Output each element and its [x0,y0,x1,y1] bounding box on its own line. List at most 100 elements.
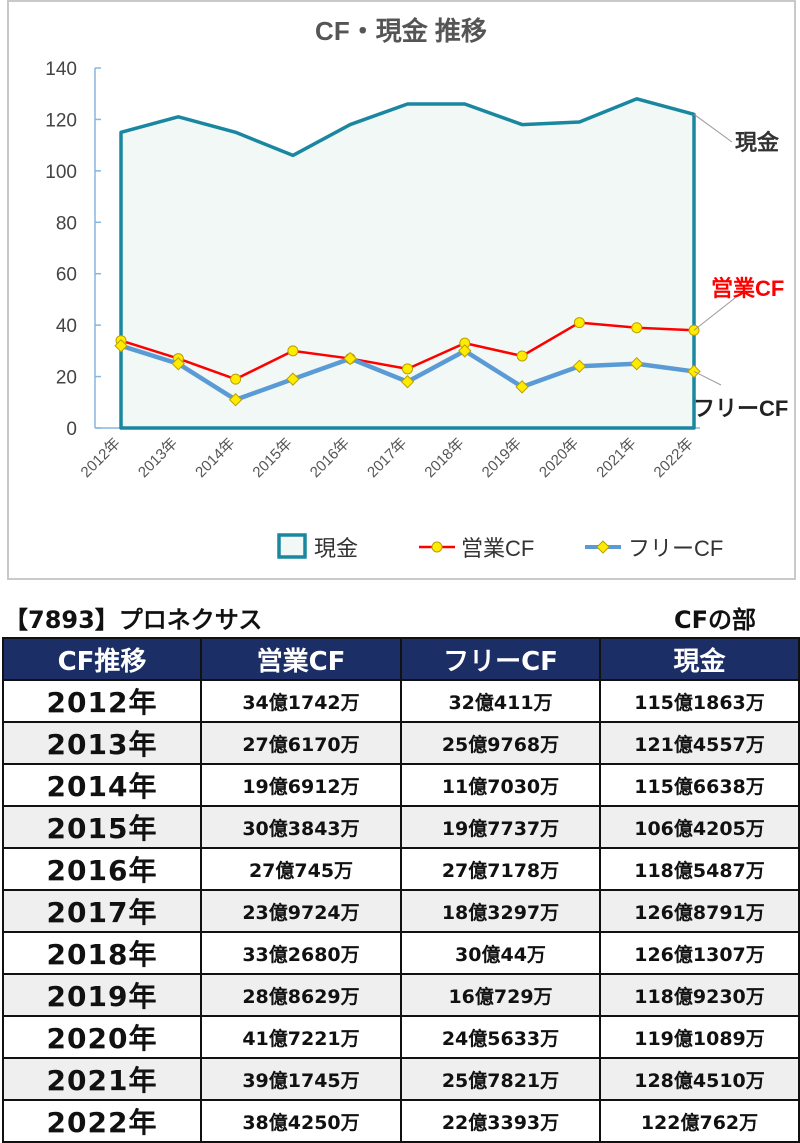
y-tick-label: 120 [45,110,77,131]
value-cell: 39億1745万 [200,1057,402,1101]
free-cf-point [171,357,186,371]
value-cell: 126億1307万 [599,931,800,975]
x-tick-label: 2021年 [593,435,639,481]
cf-cash-line-chart: CF・現金 推移 0 20 40 60 80 100 120 140 2012年 2013年 2014… [45,16,788,561]
legend-free-marker [596,540,610,554]
free-cf-point [114,339,128,353]
value-cell: 19億6912万 [200,763,402,807]
operating-cf-point [516,350,528,362]
year-cell: 2018年 [2,931,202,975]
cash-area [119,97,696,430]
column-header: CF推移 [2,637,202,681]
x-tick-label: 2020年 [536,435,582,481]
legend-label: フリーCF [628,536,723,561]
table-body: 2012年 34億1742万 32億411万 115億1863万 2013年 27億617… [2,679,800,1143]
value-cell: 30億44万 [400,931,601,975]
year-cell: 2013年 [2,721,202,765]
series-end-label: フリーCF [693,396,788,421]
x-tick-label: 2018年 [421,435,467,481]
y-tick-label: 80 [56,213,77,234]
value-cell: 27億7178万 [400,847,601,891]
value-cell: 41億7221万 [200,1015,402,1059]
value-cell: 27億6170万 [200,721,402,765]
x-tick-label: 2019年 [479,435,525,481]
value-cell: 118億9230万 [599,973,800,1017]
free-cf-point [515,380,529,394]
y-tick-label: 100 [45,162,77,183]
y-tick-label: 0 [66,419,77,440]
value-cell: 122億762万 [599,1099,800,1143]
free-cf-point [343,351,357,366]
value-cell: 23億9724万 [200,889,402,933]
table-row: 2017年 23億9724万 18億3297万 126億8791万 [2,889,800,933]
value-cell: 115億6638万 [599,763,800,807]
year-cell: 2019年 [2,973,202,1017]
operating-cf-point [631,322,643,334]
value-cell: 115億1863万 [599,679,800,723]
value-cell: 30億3843万 [200,805,402,849]
free-cf-point [286,372,300,386]
column-header: 現金 [599,637,800,681]
legend-label: 営業CF [461,536,534,561]
column-header: 営業CF [200,637,402,681]
value-cell: 34億1742万 [200,679,402,723]
chart-title: CF・現金 推移 [315,16,487,46]
table-row: 2019年 28億8629万 16億729万 118億9230万 [2,973,800,1017]
year-cell: 2017年 [2,889,202,933]
year-cell: 2021年 [2,1057,202,1101]
value-cell: 32億411万 [400,679,601,723]
x-tick-label: 2013年 [135,435,181,481]
value-cell: 22億3393万 [400,1099,601,1143]
y-tick-label: 20 [56,368,77,389]
column-header: フリーCF [400,637,601,681]
series-end-label: 営業CF [711,276,784,301]
value-cell: 28億8629万 [200,973,402,1017]
free-cf-point [572,359,587,373]
value-cell: 33億2680万 [200,931,402,975]
value-cell: 19億7737万 [400,805,601,849]
legend-operating-marker [431,541,443,553]
value-cell: 128億4510万 [599,1057,800,1101]
x-tick-label: 2022年 [651,435,697,481]
leader-line [693,113,733,143]
table-row: 2015年 30億3843万 19億7737万 106億4205万 [2,805,800,849]
value-cell: 25億7821万 [400,1057,601,1101]
value-cell: 25億9768万 [400,721,601,765]
table-header-row: CF推移 営業CF フリーCF 現金 [2,637,800,681]
value-cell: 119億1089万 [599,1015,800,1059]
value-cell: 16億729万 [400,973,601,1017]
value-cell: 126億8791万 [599,889,800,933]
value-cell: 38億4250万 [200,1099,402,1143]
value-cell: 118億5487万 [599,847,800,891]
leader-line [693,370,722,386]
series-end-label: 現金 [735,130,780,155]
free-cf-point [228,393,243,407]
year-cell: 2014年 [2,763,202,807]
operating-cf-point [402,363,413,375]
free-cf-point [400,375,415,389]
operating-cf-point [230,373,242,385]
x-tick-label: 2012年 [78,435,124,481]
company-name: 【7893】プロネクサス [4,606,263,634]
y-tick-label: 140 [45,59,77,80]
operating-cf-point [573,317,585,329]
year-cell: 2016年 [2,847,202,891]
legend-cash-swatch [277,533,307,559]
year-cell: 2020年 [2,1015,202,1059]
section-title: CFの部 [673,606,756,634]
table-row: 2021年 39億1745万 25億7821万 128億4510万 [2,1057,800,1101]
x-tick-label: 2015年 [250,435,296,481]
free-cf-point [629,357,644,371]
table-row: 2020年 41億7221万 24億5633万 119億1089万 [2,1015,800,1059]
table-row: 2013年 27億6170万 25億9768万 121億4557万 [2,721,800,765]
y-tick-label: 40 [56,316,77,337]
y-tick-label: 60 [56,265,77,286]
table-row: 2014年 19億6912万 11億7030万 115億6638万 [2,763,800,807]
value-cell: 106億4205万 [599,805,800,849]
table-row: 2022年 38億4250万 22億3393万 122億762万 [2,1099,800,1143]
operating-cf-point [287,345,299,357]
table-row: 2016年 27億745万 27億7178万 118億5487万 [2,847,800,891]
year-cell: 2012年 [2,679,202,723]
year-cell: 2022年 [2,1099,202,1143]
x-tick-label: 2017年 [364,435,410,481]
